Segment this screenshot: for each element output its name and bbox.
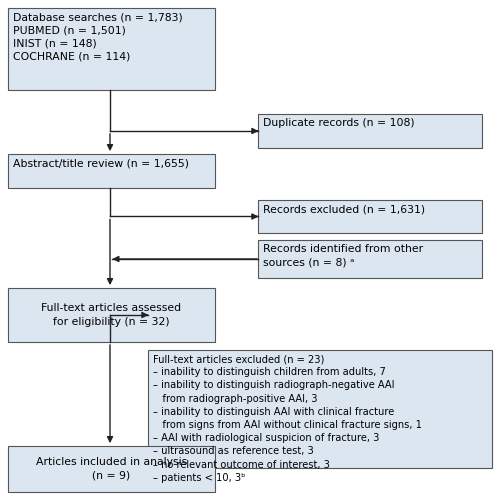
FancyBboxPatch shape (258, 200, 482, 233)
Text: Abstract/title review (n = 1,655): Abstract/title review (n = 1,655) (13, 158, 189, 168)
FancyBboxPatch shape (8, 288, 215, 342)
FancyBboxPatch shape (258, 240, 482, 278)
Text: Records identified from other
sources (n = 8) ᵃ: Records identified from other sources (n… (263, 244, 423, 267)
Text: Duplicate records (n = 108): Duplicate records (n = 108) (263, 118, 414, 128)
FancyBboxPatch shape (8, 154, 215, 188)
Text: Database searches (n = 1,783)
PUBMED (n = 1,501)
INIST (n = 148)
COCHRANE (n = 1: Database searches (n = 1,783) PUBMED (n … (13, 12, 183, 62)
FancyBboxPatch shape (148, 350, 492, 468)
Text: Records excluded (n = 1,631): Records excluded (n = 1,631) (263, 204, 425, 214)
FancyBboxPatch shape (258, 114, 482, 148)
Text: Full-text articles assessed
for eligibility (n = 32): Full-text articles assessed for eligibil… (42, 303, 181, 327)
Text: Full-text articles excluded (n = 23)
– inability to distinguish children from ad: Full-text articles excluded (n = 23) – i… (153, 354, 422, 483)
FancyBboxPatch shape (8, 446, 215, 492)
FancyBboxPatch shape (8, 8, 215, 90)
Text: Articles included in analysis
(n = 9): Articles included in analysis (n = 9) (36, 457, 187, 481)
